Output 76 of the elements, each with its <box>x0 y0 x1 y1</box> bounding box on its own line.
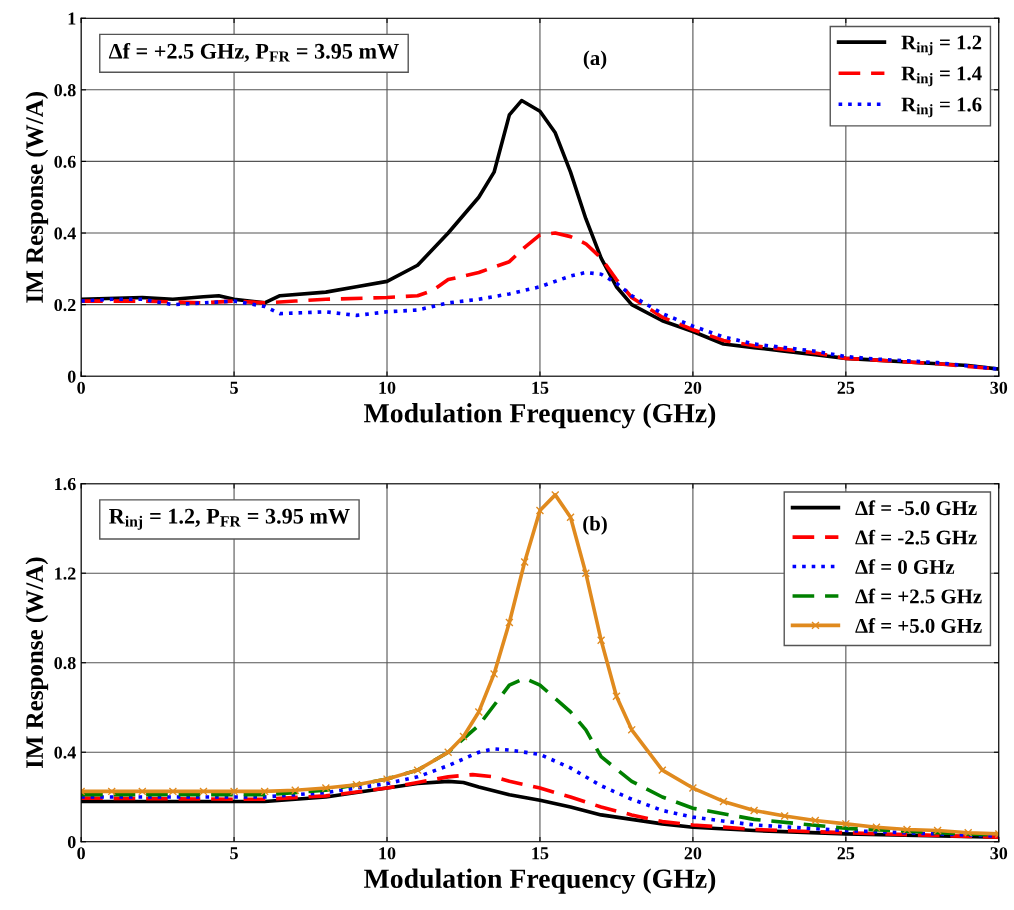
point <box>964 828 973 837</box>
y-tick-label: 1.2 <box>55 567 76 580</box>
point <box>780 811 789 821</box>
point <box>749 806 759 815</box>
point <box>658 765 667 775</box>
x-tick-label: 10 <box>379 381 396 394</box>
line-series <box>81 270 999 371</box>
legend-label: R$_{inj}$ = 1.6 <box>901 97 982 118</box>
point <box>811 816 820 825</box>
point <box>229 787 239 796</box>
y-tick-label: 1.6 <box>55 477 76 491</box>
point <box>459 732 468 741</box>
point <box>566 513 575 522</box>
legend-label: Δf = 0 GHz <box>855 559 955 575</box>
x-tick-label: 5 <box>230 847 238 860</box>
point <box>352 780 361 789</box>
annotation: (a) <box>583 50 607 70</box>
y-tick-label: 0.4 <box>54 746 76 759</box>
legend-label: Δf = -5.0 GHz <box>855 500 977 516</box>
y-tick-label: 0.8 <box>54 656 76 670</box>
point <box>596 636 606 645</box>
annotation: R$_{inj}$ = 1.2, P$_{FR}$ = 3.95 mW <box>109 508 350 530</box>
point <box>199 787 208 796</box>
point <box>872 823 881 832</box>
x-axis-title: Modulation Frequency (GHz) <box>363 403 716 429</box>
x-tick-label: 15 <box>532 847 549 860</box>
y-tick-label: 1 <box>68 12 76 25</box>
y-tick-label: 0 <box>67 836 76 849</box>
x-tick-label: 10 <box>379 847 396 860</box>
y-tick-label: 0.8 <box>54 84 76 97</box>
x-tick-label: 0 <box>77 381 85 394</box>
point <box>841 819 851 829</box>
point <box>933 826 942 835</box>
legend-label: Δf = -2.5 GHz <box>855 529 977 545</box>
x-tick-label: 0 <box>77 847 85 860</box>
annotation: Δf = +2.5 GHz, P$_{FR}$ = 3.95 mW <box>108 42 399 62</box>
point <box>474 707 483 717</box>
point <box>902 825 912 834</box>
point <box>489 669 499 679</box>
x-axis-title: Modulation Frequency (GHz) <box>363 868 716 894</box>
x-tick-label: 15 <box>532 381 549 394</box>
y-axis-title: IM Response (W/A) <box>25 557 49 769</box>
x-tick-label: 25 <box>837 847 855 860</box>
x-tick-label: 20 <box>684 381 702 394</box>
y-tick-label: 0.6 <box>54 155 76 168</box>
point <box>168 787 178 796</box>
point <box>719 797 728 806</box>
x-tick-label: 30 <box>990 847 1008 860</box>
point <box>627 725 636 735</box>
x-tick-label: 30 <box>990 381 1008 394</box>
point <box>444 748 453 757</box>
point <box>382 774 392 784</box>
point <box>260 787 269 796</box>
y-tick-label: 0.4 <box>54 227 76 240</box>
legend-label: Δf = +2.5 GHz <box>855 588 982 604</box>
point <box>688 783 698 793</box>
point <box>535 506 545 515</box>
point <box>107 787 116 796</box>
legend-label: R$_{inj}$ = 1.2 <box>901 35 982 56</box>
x-tick-label: 25 <box>837 381 855 394</box>
point <box>291 786 300 795</box>
point <box>321 783 330 793</box>
point <box>581 569 591 578</box>
y-axis-title: IM Response (W/A) <box>25 92 49 303</box>
point <box>505 618 514 627</box>
y-tick-label: 0.2 <box>54 298 76 312</box>
point <box>612 692 621 701</box>
legend-label: Δf = +5.0 GHz <box>855 618 982 633</box>
x-tick-label: 5 <box>230 381 238 394</box>
point <box>138 787 147 796</box>
y-tick-label: 0 <box>67 370 76 383</box>
point <box>520 557 529 567</box>
point <box>413 765 422 775</box>
legend-label: R$_{inj}$ = 1.4 <box>901 66 982 87</box>
x-tick-label: 20 <box>684 847 702 860</box>
annotation: (b) <box>583 515 607 535</box>
